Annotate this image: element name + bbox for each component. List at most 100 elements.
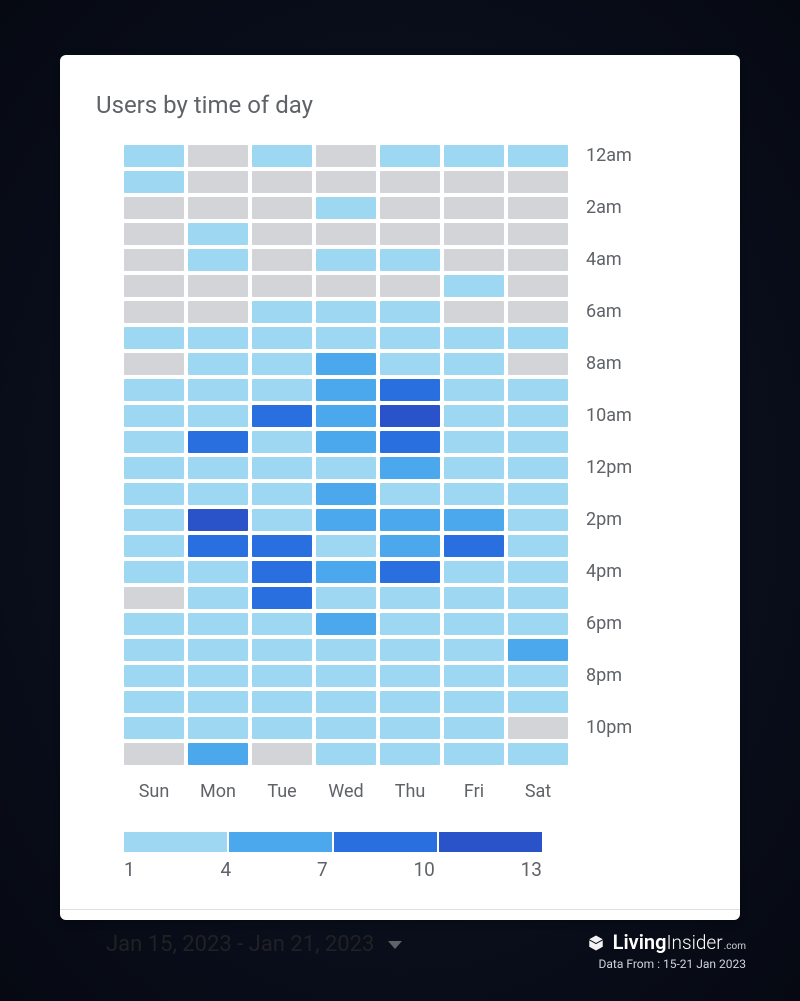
- heatmap-cell[interactable]: [124, 587, 184, 609]
- heatmap-cell[interactable]: [380, 639, 440, 661]
- heatmap-cell[interactable]: [252, 665, 312, 687]
- heatmap-cell[interactable]: [124, 509, 184, 531]
- heatmap-cell[interactable]: [124, 249, 184, 271]
- heatmap-cell[interactable]: [316, 379, 376, 401]
- heatmap-cell[interactable]: [380, 509, 440, 531]
- heatmap-cell[interactable]: [444, 431, 504, 453]
- heatmap-cell[interactable]: [508, 613, 568, 635]
- heatmap-cell[interactable]: [188, 561, 248, 583]
- heatmap-cell[interactable]: [252, 249, 312, 271]
- heatmap-cell[interactable]: [124, 717, 184, 739]
- heatmap-cell[interactable]: [316, 223, 376, 245]
- heatmap-cell[interactable]: [444, 197, 504, 219]
- heatmap-cell[interactable]: [508, 535, 568, 557]
- heatmap-cell[interactable]: [124, 483, 184, 505]
- heatmap-cell[interactable]: [316, 457, 376, 479]
- heatmap-cell[interactable]: [508, 353, 568, 375]
- heatmap-cell[interactable]: [444, 353, 504, 375]
- heatmap-cell[interactable]: [188, 223, 248, 245]
- heatmap-cell[interactable]: [252, 717, 312, 739]
- heatmap-cell[interactable]: [316, 431, 376, 453]
- heatmap-cell[interactable]: [444, 275, 504, 297]
- heatmap-cell[interactable]: [444, 145, 504, 167]
- heatmap-cell[interactable]: [124, 639, 184, 661]
- heatmap-cell[interactable]: [444, 483, 504, 505]
- heatmap-cell[interactable]: [252, 587, 312, 609]
- heatmap-cell[interactable]: [252, 561, 312, 583]
- heatmap-cell[interactable]: [444, 327, 504, 349]
- heatmap-cell[interactable]: [444, 379, 504, 401]
- heatmap-cell[interactable]: [316, 613, 376, 635]
- heatmap-cell[interactable]: [444, 587, 504, 609]
- heatmap-cell[interactable]: [316, 587, 376, 609]
- heatmap-cell[interactable]: [252, 353, 312, 375]
- heatmap-cell[interactable]: [380, 743, 440, 765]
- heatmap-cell[interactable]: [124, 379, 184, 401]
- heatmap-cell[interactable]: [124, 145, 184, 167]
- heatmap-cell[interactable]: [124, 743, 184, 765]
- heatmap-cell[interactable]: [380, 249, 440, 271]
- heatmap-cell[interactable]: [124, 223, 184, 245]
- heatmap-cell[interactable]: [444, 691, 504, 713]
- heatmap-cell[interactable]: [316, 405, 376, 427]
- heatmap-cell[interactable]: [380, 223, 440, 245]
- heatmap-cell[interactable]: [316, 691, 376, 713]
- heatmap-cell[interactable]: [124, 353, 184, 375]
- heatmap-cell[interactable]: [252, 613, 312, 635]
- heatmap-cell[interactable]: [188, 639, 248, 661]
- heatmap-cell[interactable]: [444, 743, 504, 765]
- heatmap-cell[interactable]: [316, 171, 376, 193]
- heatmap-cell[interactable]: [508, 587, 568, 609]
- heatmap-cell[interactable]: [188, 171, 248, 193]
- heatmap-cell[interactable]: [508, 249, 568, 271]
- heatmap-cell[interactable]: [252, 171, 312, 193]
- heatmap-cell[interactable]: [508, 327, 568, 349]
- heatmap-cell[interactable]: [188, 587, 248, 609]
- heatmap-cell[interactable]: [316, 483, 376, 505]
- heatmap-cell[interactable]: [188, 145, 248, 167]
- heatmap-cell[interactable]: [380, 431, 440, 453]
- heatmap-cell[interactable]: [380, 665, 440, 687]
- heatmap-cell[interactable]: [252, 509, 312, 531]
- heatmap-cell[interactable]: [508, 223, 568, 245]
- heatmap-cell[interactable]: [252, 379, 312, 401]
- heatmap-cell[interactable]: [508, 457, 568, 479]
- heatmap-cell[interactable]: [188, 509, 248, 531]
- heatmap-cell[interactable]: [316, 561, 376, 583]
- heatmap-cell[interactable]: [508, 301, 568, 323]
- heatmap-cell[interactable]: [252, 457, 312, 479]
- heatmap-cell[interactable]: [380, 171, 440, 193]
- heatmap-cell[interactable]: [508, 275, 568, 297]
- heatmap-cell[interactable]: [188, 431, 248, 453]
- heatmap-cell[interactable]: [316, 145, 376, 167]
- heatmap-cell[interactable]: [380, 613, 440, 635]
- heatmap-cell[interactable]: [380, 535, 440, 557]
- heatmap-cell[interactable]: [508, 431, 568, 453]
- heatmap-cell[interactable]: [508, 665, 568, 687]
- heatmap-cell[interactable]: [124, 171, 184, 193]
- heatmap-cell[interactable]: [124, 275, 184, 297]
- heatmap-cell[interactable]: [124, 327, 184, 349]
- heatmap-cell[interactable]: [124, 665, 184, 687]
- heatmap-cell[interactable]: [380, 145, 440, 167]
- heatmap-cell[interactable]: [188, 457, 248, 479]
- heatmap-cell[interactable]: [444, 249, 504, 271]
- heatmap-cell[interactable]: [188, 353, 248, 375]
- heatmap-cell[interactable]: [508, 639, 568, 661]
- heatmap-cell[interactable]: [316, 509, 376, 531]
- heatmap-cell[interactable]: [380, 483, 440, 505]
- heatmap-cell[interactable]: [380, 197, 440, 219]
- heatmap-cell[interactable]: [188, 483, 248, 505]
- heatmap-cell[interactable]: [316, 639, 376, 661]
- heatmap-cell[interactable]: [444, 535, 504, 557]
- heatmap-cell[interactable]: [124, 613, 184, 635]
- heatmap-cell[interactable]: [252, 275, 312, 297]
- heatmap-cell[interactable]: [188, 301, 248, 323]
- heatmap-cell[interactable]: [508, 717, 568, 739]
- heatmap-cell[interactable]: [188, 275, 248, 297]
- heatmap-cell[interactable]: [444, 665, 504, 687]
- heatmap-cell[interactable]: [188, 535, 248, 557]
- heatmap-cell[interactable]: [188, 327, 248, 349]
- heatmap-cell[interactable]: [188, 665, 248, 687]
- heatmap-cell[interactable]: [444, 405, 504, 427]
